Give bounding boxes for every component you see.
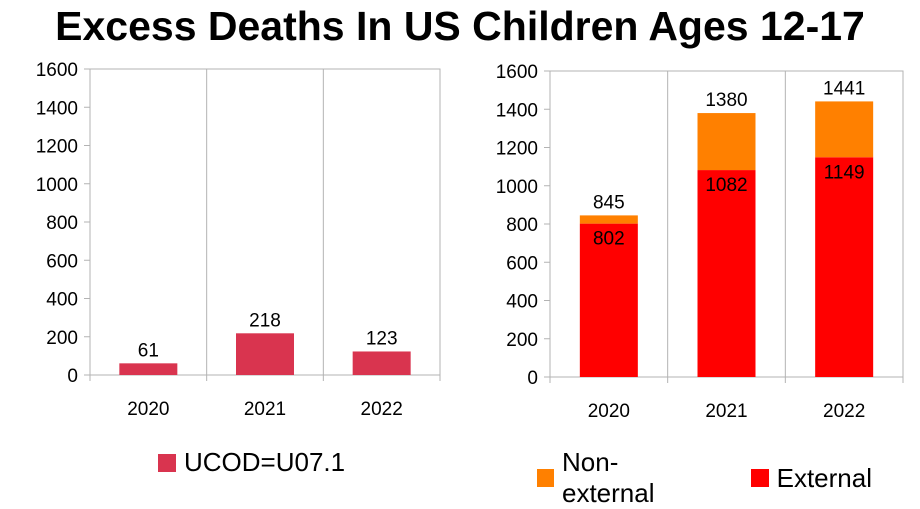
y-tick-label: 200 xyxy=(506,330,538,351)
bar-ucod-u07-1 xyxy=(236,333,294,375)
inner-label: 802 xyxy=(593,229,625,250)
y-tick-label: 1200 xyxy=(496,139,538,160)
legend-item-external: External xyxy=(750,462,872,494)
right-chart: 0 200 400 600 800 1000 1200 1400 1600 2020 2021 202… xyxy=(496,62,904,422)
bar-non-external xyxy=(579,215,638,224)
x-tick-label: 2022 xyxy=(823,401,865,422)
page-title: Excess Deaths In US Children Ages 12-17 xyxy=(55,3,865,49)
y-tick-label: 400 xyxy=(506,292,538,313)
data-label: 61 xyxy=(138,340,159,361)
total-label: 1380 xyxy=(705,90,747,111)
total-label: 845 xyxy=(593,192,625,213)
legend-label: Non-external xyxy=(562,447,655,508)
bar-ucod-u07-1 xyxy=(352,351,411,375)
y-tick-label: 800 xyxy=(46,213,78,234)
y-tick-label: 0 xyxy=(527,368,538,389)
legend-swatch xyxy=(750,469,769,487)
y-tick-label: 1600 xyxy=(496,62,538,83)
legend-item-non-external: Non-external xyxy=(537,447,703,509)
legend-swatch xyxy=(158,453,176,472)
x-tick-label: 2021 xyxy=(705,401,747,422)
bar-non-external xyxy=(815,101,874,158)
left-chart: 0 200 400 600 800 1000 1200 1400 1600 2020 2021 202… xyxy=(36,60,441,420)
y-tick-label: 1000 xyxy=(36,175,78,196)
x-tick-label: 2021 xyxy=(244,399,286,420)
y-tick-label: 800 xyxy=(506,215,538,236)
y-tick-label: 1200 xyxy=(36,137,78,158)
x-tick-label: 2020 xyxy=(127,399,169,420)
x-tick-label: 2020 xyxy=(588,401,630,422)
bar-external xyxy=(815,157,874,377)
legend-swatch xyxy=(537,469,554,487)
right-legend: Non-external External xyxy=(537,447,920,509)
y-tick-label: 0 xyxy=(67,366,78,387)
bar-ucod-u07-1 xyxy=(119,363,178,375)
bar-external xyxy=(697,170,756,377)
inner-label: 1149 xyxy=(824,162,865,183)
total-label: 1441 xyxy=(823,78,865,99)
bar-non-external xyxy=(697,113,756,171)
x-tick-label: 2022 xyxy=(361,399,403,420)
left-legend: UCOD=U07.1 xyxy=(158,447,393,478)
legend-item-ucod-u07-1: UCOD=U07.1 xyxy=(158,447,345,478)
y-tick-label: 600 xyxy=(46,251,78,272)
data-label: 123 xyxy=(366,328,398,349)
y-tick-label: 1000 xyxy=(496,177,538,198)
bar-external xyxy=(579,223,638,377)
y-tick-label: 1400 xyxy=(36,98,78,119)
legend-label: UCOD=U07.1 xyxy=(184,447,346,477)
y-tick-label: 1400 xyxy=(496,100,538,121)
y-tick-label: 1600 xyxy=(36,60,78,81)
y-tick-label: 600 xyxy=(506,253,538,274)
inner-label: 1082 xyxy=(705,175,747,196)
y-tick-label: 400 xyxy=(46,290,78,311)
legend-label: External xyxy=(776,462,872,493)
y-tick-label: 200 xyxy=(46,328,78,349)
data-label: 218 xyxy=(249,310,281,331)
